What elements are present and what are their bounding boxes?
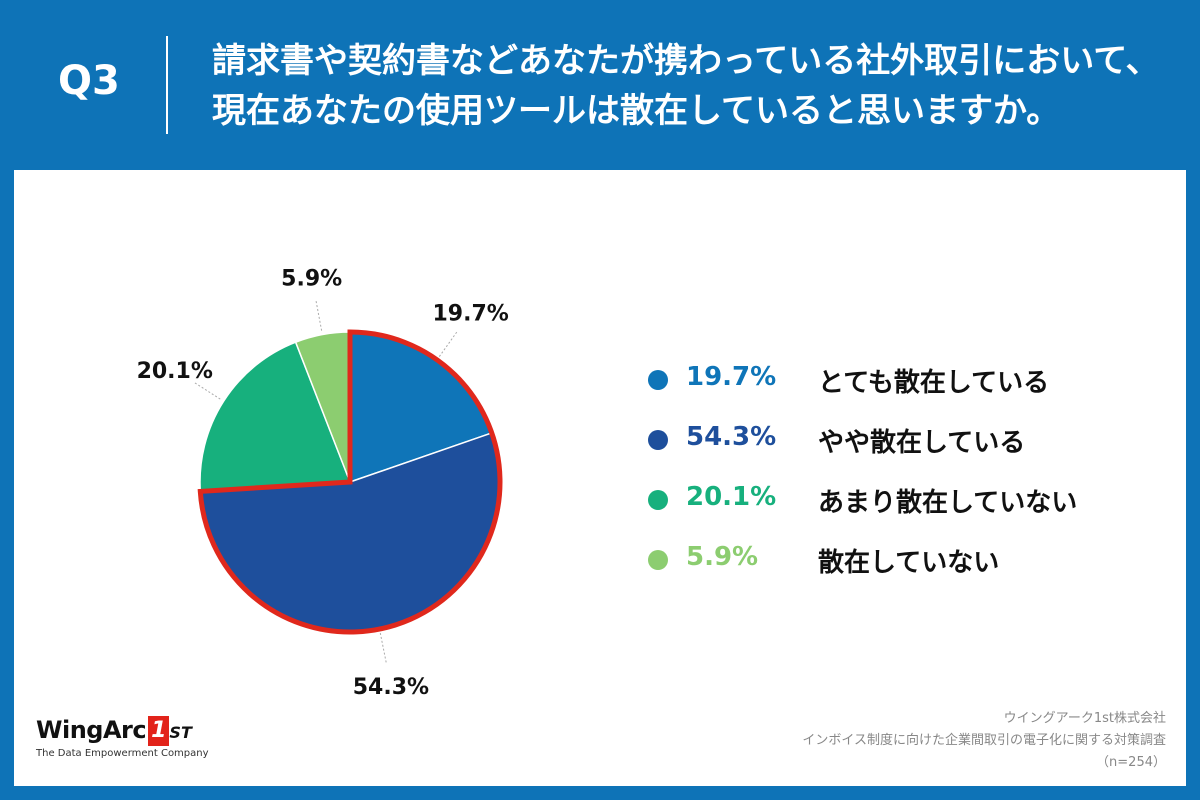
question-title-line2: 現在あなたの使用ツールは散在していると思いますか。 <box>212 91 1061 131</box>
legend-label: とても散在している <box>818 368 1050 398</box>
legend-label: やや散在している <box>818 428 1026 458</box>
leader-line <box>194 382 221 400</box>
legend-label: 散在していない <box>818 548 1000 578</box>
leader-line <box>379 632 387 663</box>
legend-dot <box>648 370 668 390</box>
legend-percent: 20.1% <box>686 482 777 512</box>
source-sample: （n=254） <box>1096 755 1166 770</box>
logo-suffix: ST <box>169 723 192 742</box>
question-title-line1: 請求書や契約書などあなたが携わっている社外取引において、 <box>212 41 1160 81</box>
leader-line <box>315 301 323 331</box>
logo-mark: 1 <box>148 716 170 746</box>
legend-dot <box>648 550 668 570</box>
logo-tagline: The Data Empowerment Company <box>36 748 209 759</box>
pie-chart: 19.7% 54.3% 20.1% 5.9% <box>137 267 509 700</box>
pie-slice-3 <box>199 341 352 493</box>
source-company: ウイングアーク1st株式会社 <box>1003 711 1166 726</box>
data-label: 19.7% <box>433 302 509 327</box>
question-title: 請求書や契約書などあなたが携わっている社外取引において、 現在あなたの使用ツール… <box>212 36 1182 136</box>
header-divider <box>166 36 168 134</box>
source-note: ウイングアーク1st株式会社 インボイス制度に向けた企業間取引の電子化に関する対… <box>802 708 1166 774</box>
legend-dot <box>648 490 668 510</box>
chart-panel: 19.7% 54.3% 20.1% 5.9% 19.7% とても散在している 54.3… <box>14 170 1186 786</box>
legend-percent: 19.7% <box>686 362 777 392</box>
data-label: 5.9% <box>281 267 342 292</box>
leader-line <box>438 331 458 357</box>
header: Q3 請求書や契約書などあなたが携わっている社外取引において、 現在あなたの使用… <box>0 0 1200 170</box>
data-label: 20.1% <box>137 359 213 384</box>
source-survey: インボイス制度に向けた企業間取引の電子化に関する対策調査 <box>802 733 1166 748</box>
highlight-outline <box>197 329 503 635</box>
legend-percent: 5.9% <box>686 542 759 572</box>
company-logo: WingArc 1 ST The Data Empowerment Company <box>36 716 209 759</box>
legend-dot <box>648 430 668 450</box>
question-label: Q3 <box>58 58 120 104</box>
legend-label: あまり散在していない <box>818 488 1078 518</box>
legend-percent: 54.3% <box>686 422 777 452</box>
logo-wordmark: WingArc <box>36 716 147 744</box>
data-label: 54.3% <box>353 675 429 700</box>
